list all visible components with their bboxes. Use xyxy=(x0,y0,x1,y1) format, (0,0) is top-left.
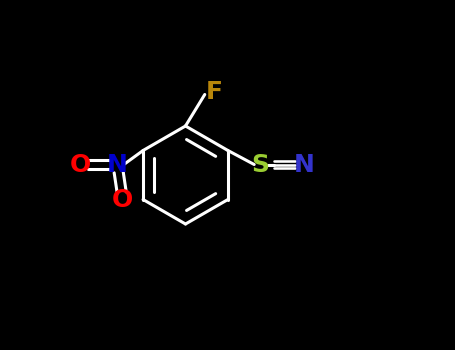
Text: N: N xyxy=(294,153,315,176)
Text: O: O xyxy=(112,188,133,211)
Text: N: N xyxy=(107,153,128,176)
Text: O: O xyxy=(70,153,91,176)
Text: F: F xyxy=(205,80,222,104)
Text: S: S xyxy=(252,153,269,176)
